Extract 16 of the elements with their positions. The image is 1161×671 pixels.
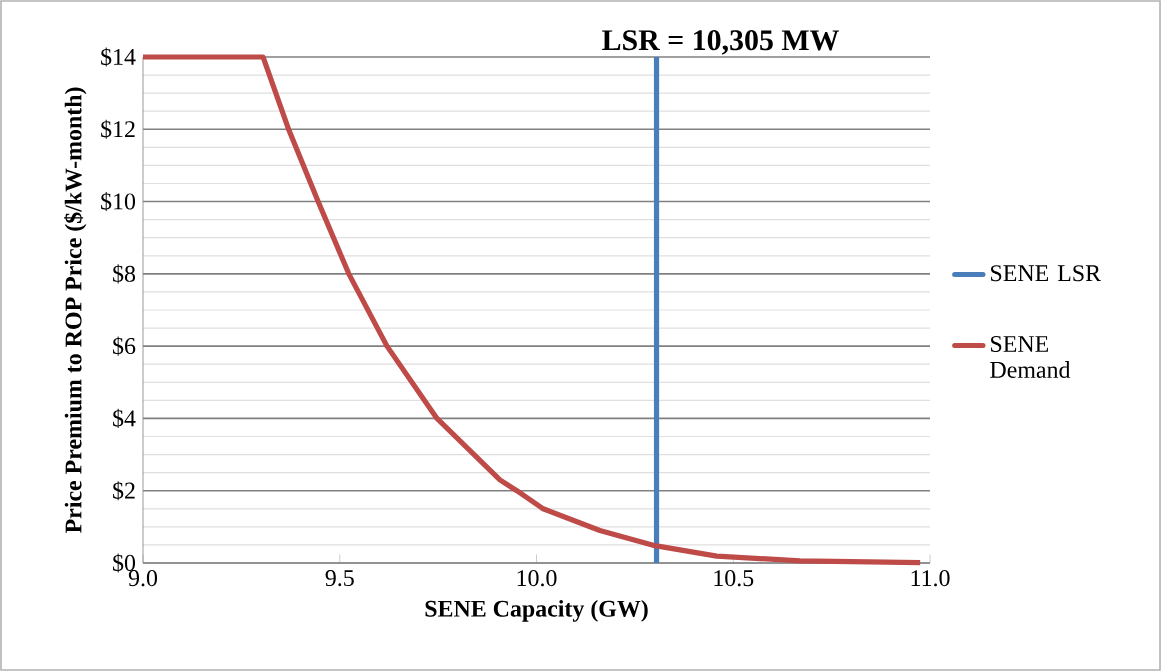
annotation: LSR = 10,305 MW [602, 30, 839, 55]
y-tick-label: $10 [101, 192, 136, 212]
y-axis-title: Price Premium to ROP Price ($/kW-month) [64, 87, 87, 534]
x-axis-title: SENE Capacity (GW) [425, 599, 648, 622]
x-tick-label: 10.0 [517, 570, 557, 587]
legend-label: SENE Demand [990, 335, 1071, 378]
x-tick-label: 10.5 [714, 570, 754, 587]
y-tick-label: $8 [113, 264, 136, 284]
y-tick-label: $6 [113, 336, 136, 356]
x-tick-label: 11.0 [911, 570, 950, 587]
legend-label: SENE LSR [991, 265, 1102, 282]
x-tick-label: 9.5 [325, 570, 354, 587]
y-tick-label: $12 [101, 119, 135, 139]
y-tick-label: $14 [101, 47, 136, 67]
y-tick-label: $4 [113, 408, 136, 428]
y-tick-label: $2 [113, 481, 135, 501]
